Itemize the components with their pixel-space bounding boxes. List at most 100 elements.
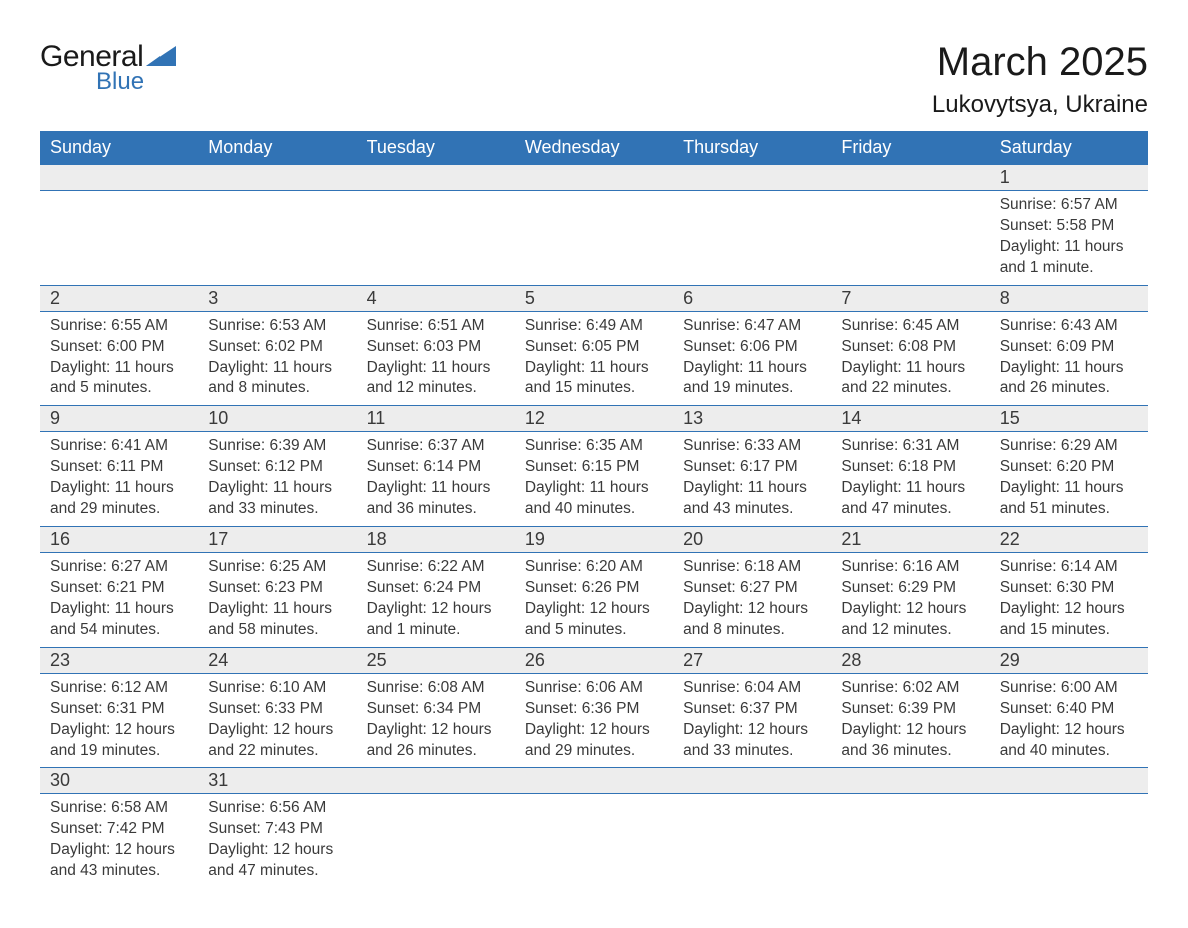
sunrise-value: Sunrise: 6:53 AM bbox=[208, 316, 346, 337]
day-number-cell bbox=[831, 165, 989, 191]
calendar-table: SundayMondayTuesdayWednesdayThursdayFrid… bbox=[40, 131, 1148, 888]
sunrise-value: Sunrise: 6:57 AM bbox=[1000, 195, 1138, 216]
sunset-value: Sunset: 6:15 PM bbox=[525, 457, 663, 478]
sunrise-value: Sunrise: 6:20 AM bbox=[525, 557, 663, 578]
day-number-cell bbox=[515, 768, 673, 794]
day-detail-cell: Sunrise: 6:29 AMSunset: 6:20 PMDaylight:… bbox=[990, 432, 1148, 527]
day-number-row: 2345678 bbox=[40, 285, 1148, 311]
daylight-value: Daylight: 11 hours and 19 minutes. bbox=[683, 358, 821, 400]
sunset-value: Sunset: 6:17 PM bbox=[683, 457, 821, 478]
day-detail-cell: Sunrise: 6:12 AMSunset: 6:31 PMDaylight:… bbox=[40, 673, 198, 768]
day-detail-cell bbox=[673, 794, 831, 888]
day-number-cell: 25 bbox=[357, 647, 515, 673]
day-number-cell: 13 bbox=[673, 406, 831, 432]
day-number-row: 16171819202122 bbox=[40, 527, 1148, 553]
sunrise-value: Sunrise: 6:18 AM bbox=[683, 557, 821, 578]
daylight-value: Daylight: 11 hours and 51 minutes. bbox=[1000, 478, 1138, 520]
sunrise-value: Sunrise: 6:35 AM bbox=[525, 436, 663, 457]
day-detail-cell: Sunrise: 6:22 AMSunset: 6:24 PMDaylight:… bbox=[357, 553, 515, 648]
sunrise-value: Sunrise: 6:58 AM bbox=[50, 798, 188, 819]
day-detail-cell bbox=[198, 191, 356, 286]
day-detail-cell: Sunrise: 6:27 AMSunset: 6:21 PMDaylight:… bbox=[40, 553, 198, 648]
sunrise-value: Sunrise: 6:43 AM bbox=[1000, 316, 1138, 337]
day-detail-cell: Sunrise: 6:06 AMSunset: 6:36 PMDaylight:… bbox=[515, 673, 673, 768]
logo: General Blue bbox=[40, 40, 176, 96]
day-number-cell: 14 bbox=[831, 406, 989, 432]
daylight-value: Daylight: 12 hours and 29 minutes. bbox=[525, 720, 663, 762]
day-detail-cell bbox=[515, 794, 673, 888]
daylight-value: Daylight: 11 hours and 43 minutes. bbox=[683, 478, 821, 520]
day-number-cell: 6 bbox=[673, 285, 831, 311]
sunrise-value: Sunrise: 6:51 AM bbox=[367, 316, 505, 337]
day-number-cell: 4 bbox=[357, 285, 515, 311]
sunset-value: Sunset: 6:26 PM bbox=[525, 578, 663, 599]
sunset-value: Sunset: 6:23 PM bbox=[208, 578, 346, 599]
sunset-value: Sunset: 6:09 PM bbox=[1000, 337, 1138, 358]
day-detail-cell bbox=[673, 191, 831, 286]
day-detail-cell bbox=[515, 191, 673, 286]
day-number-cell: 3 bbox=[198, 285, 356, 311]
day-number-cell bbox=[40, 165, 198, 191]
weekday-header-row: SundayMondayTuesdayWednesdayThursdayFrid… bbox=[40, 131, 1148, 165]
day-detail-cell: Sunrise: 6:33 AMSunset: 6:17 PMDaylight:… bbox=[673, 432, 831, 527]
day-number-cell: 10 bbox=[198, 406, 356, 432]
day-detail-cell: Sunrise: 6:45 AMSunset: 6:08 PMDaylight:… bbox=[831, 311, 989, 406]
daylight-value: Daylight: 12 hours and 36 minutes. bbox=[841, 720, 979, 762]
sunset-value: Sunset: 6:06 PM bbox=[683, 337, 821, 358]
day-detail-cell: Sunrise: 6:14 AMSunset: 6:30 PMDaylight:… bbox=[990, 553, 1148, 648]
weekday-header: Saturday bbox=[990, 131, 1148, 165]
sunrise-value: Sunrise: 6:10 AM bbox=[208, 678, 346, 699]
day-detail-row: Sunrise: 6:58 AMSunset: 7:42 PMDaylight:… bbox=[40, 794, 1148, 888]
sunrise-value: Sunrise: 6:22 AM bbox=[367, 557, 505, 578]
sunset-value: Sunset: 6:29 PM bbox=[841, 578, 979, 599]
day-number-cell: 16 bbox=[40, 527, 198, 553]
sunset-value: Sunset: 6:11 PM bbox=[50, 457, 188, 478]
day-detail-cell: Sunrise: 6:20 AMSunset: 6:26 PMDaylight:… bbox=[515, 553, 673, 648]
daylight-value: Daylight: 12 hours and 15 minutes. bbox=[1000, 599, 1138, 641]
sunset-value: Sunset: 6:08 PM bbox=[841, 337, 979, 358]
sunrise-value: Sunrise: 6:29 AM bbox=[1000, 436, 1138, 457]
sunrise-value: Sunrise: 6:14 AM bbox=[1000, 557, 1138, 578]
weekday-header: Monday bbox=[198, 131, 356, 165]
logo-word-blue: Blue bbox=[96, 68, 176, 96]
day-number-row: 3031 bbox=[40, 768, 1148, 794]
day-number-cell: 12 bbox=[515, 406, 673, 432]
day-number-cell: 28 bbox=[831, 647, 989, 673]
sunset-value: Sunset: 6:18 PM bbox=[841, 457, 979, 478]
daylight-value: Daylight: 11 hours and 5 minutes. bbox=[50, 358, 188, 400]
daylight-value: Daylight: 12 hours and 40 minutes. bbox=[1000, 720, 1138, 762]
day-detail-cell: Sunrise: 6:16 AMSunset: 6:29 PMDaylight:… bbox=[831, 553, 989, 648]
day-detail-cell: Sunrise: 6:02 AMSunset: 6:39 PMDaylight:… bbox=[831, 673, 989, 768]
daylight-value: Daylight: 12 hours and 22 minutes. bbox=[208, 720, 346, 762]
sunset-value: Sunset: 6:03 PM bbox=[367, 337, 505, 358]
sunset-value: Sunset: 6:05 PM bbox=[525, 337, 663, 358]
sunset-value: Sunset: 6:40 PM bbox=[1000, 699, 1138, 720]
daylight-value: Daylight: 11 hours and 36 minutes. bbox=[367, 478, 505, 520]
sunset-value: Sunset: 6:21 PM bbox=[50, 578, 188, 599]
month-title: March 2025 bbox=[932, 40, 1148, 85]
daylight-value: Daylight: 12 hours and 26 minutes. bbox=[367, 720, 505, 762]
day-number-cell: 27 bbox=[673, 647, 831, 673]
sunrise-value: Sunrise: 6:04 AM bbox=[683, 678, 821, 699]
sunset-value: Sunset: 7:42 PM bbox=[50, 819, 188, 840]
sunrise-value: Sunrise: 6:33 AM bbox=[683, 436, 821, 457]
day-number-row: 9101112131415 bbox=[40, 406, 1148, 432]
day-number-cell: 20 bbox=[673, 527, 831, 553]
weekday-header: Sunday bbox=[40, 131, 198, 165]
location: Lukovytsya, Ukraine bbox=[932, 91, 1148, 119]
sunset-value: Sunset: 6:33 PM bbox=[208, 699, 346, 720]
sunrise-value: Sunrise: 6:16 AM bbox=[841, 557, 979, 578]
sunrise-value: Sunrise: 6:06 AM bbox=[525, 678, 663, 699]
day-detail-cell: Sunrise: 6:37 AMSunset: 6:14 PMDaylight:… bbox=[357, 432, 515, 527]
day-detail-cell: Sunrise: 6:53 AMSunset: 6:02 PMDaylight:… bbox=[198, 311, 356, 406]
sunrise-value: Sunrise: 6:27 AM bbox=[50, 557, 188, 578]
day-number-cell: 22 bbox=[990, 527, 1148, 553]
day-detail-row: Sunrise: 6:41 AMSunset: 6:11 PMDaylight:… bbox=[40, 432, 1148, 527]
day-detail-cell: Sunrise: 6:25 AMSunset: 6:23 PMDaylight:… bbox=[198, 553, 356, 648]
day-detail-row: Sunrise: 6:55 AMSunset: 6:00 PMDaylight:… bbox=[40, 311, 1148, 406]
day-detail-cell: Sunrise: 6:43 AMSunset: 6:09 PMDaylight:… bbox=[990, 311, 1148, 406]
day-number-cell: 18 bbox=[357, 527, 515, 553]
day-number-cell bbox=[357, 768, 515, 794]
weekday-header: Friday bbox=[831, 131, 989, 165]
day-detail-row: Sunrise: 6:12 AMSunset: 6:31 PMDaylight:… bbox=[40, 673, 1148, 768]
